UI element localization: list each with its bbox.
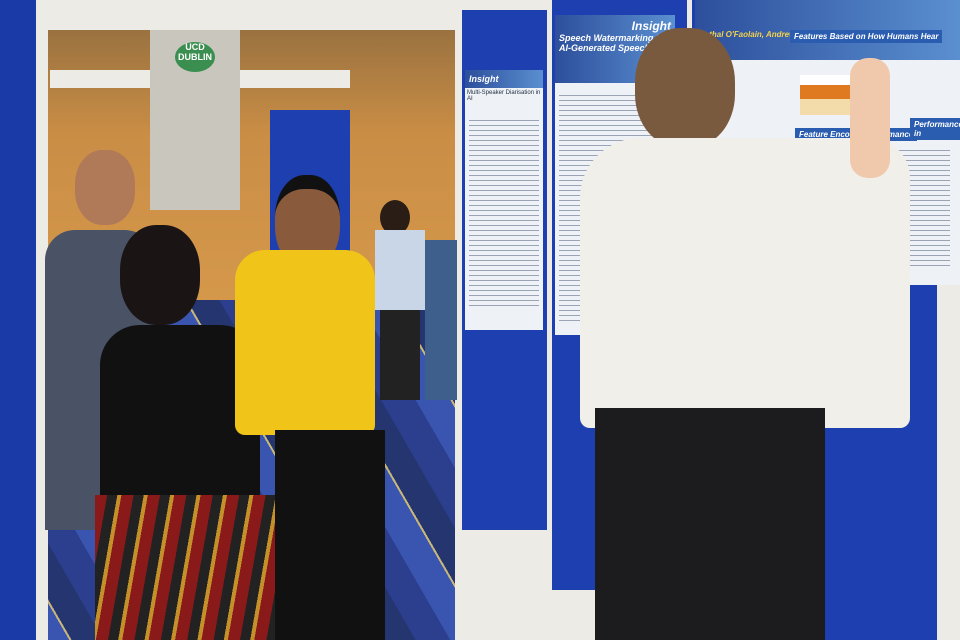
background-people — [375, 200, 465, 410]
section-heading: Features Based on How Humans Hear — [790, 30, 943, 43]
poster-title: Multi-Speaker Diarisation in AI — [467, 90, 541, 102]
poster-title: Speech Watermarking for AI-Generated Spe… — [559, 33, 668, 53]
pillar: UCD DUBLIN — [150, 30, 240, 210]
ucd-logo: UCD DUBLIN — [175, 42, 215, 72]
person-black-top — [90, 225, 280, 640]
person-yellow-shirt — [235, 175, 435, 640]
poster-1: Insight Multi-Speaker Diarisation in AI — [465, 70, 543, 330]
left-board — [0, 0, 40, 640]
poster-brand: Insight — [465, 70, 543, 88]
booth-frame-top — [30, 0, 460, 30]
section-heading: Performance in — [910, 118, 960, 140]
presenter-white-shirt — [580, 28, 920, 640]
poster-brand: Insight — [631, 19, 671, 33]
